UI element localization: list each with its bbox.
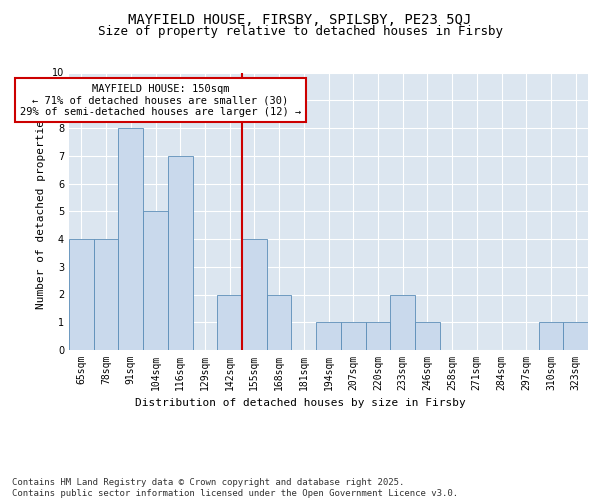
Bar <box>168 156 193 350</box>
Bar <box>118 128 143 350</box>
Text: Contains HM Land Registry data © Crown copyright and database right 2025.
Contai: Contains HM Land Registry data © Crown c… <box>12 478 458 498</box>
Text: Distribution of detached houses by size in Firsby: Distribution of detached houses by size … <box>134 398 466 407</box>
Y-axis label: Number of detached properties: Number of detached properties <box>37 114 46 309</box>
Bar <box>390 294 415 350</box>
Text: MAYFIELD HOUSE: 150sqm
← 71% of detached houses are smaller (30)
29% of semi-det: MAYFIELD HOUSE: 150sqm ← 71% of detached… <box>20 84 301 117</box>
Bar <box>242 239 267 350</box>
Bar <box>217 294 242 350</box>
Text: MAYFIELD HOUSE, FIRSBY, SPILSBY, PE23 5QJ: MAYFIELD HOUSE, FIRSBY, SPILSBY, PE23 5Q… <box>128 12 472 26</box>
Bar <box>365 322 390 350</box>
Bar <box>316 322 341 350</box>
Bar <box>69 239 94 350</box>
Bar <box>563 322 588 350</box>
Bar <box>415 322 440 350</box>
Bar <box>341 322 365 350</box>
Bar <box>94 239 118 350</box>
Text: Size of property relative to detached houses in Firsby: Size of property relative to detached ho… <box>97 25 503 38</box>
Bar <box>539 322 563 350</box>
Bar <box>267 294 292 350</box>
Bar <box>143 211 168 350</box>
